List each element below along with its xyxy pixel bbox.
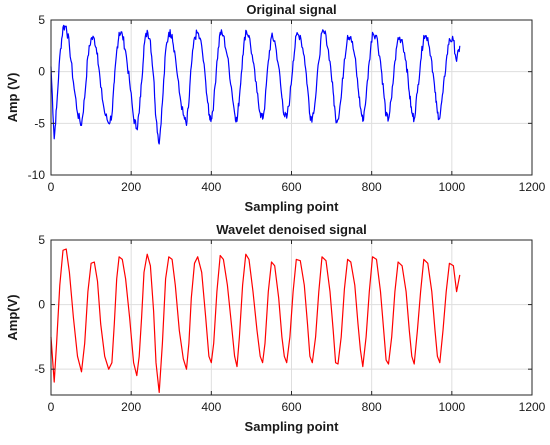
x-tick-label: 0 bbox=[48, 180, 55, 194]
x-axis-label: Sampling point bbox=[245, 419, 340, 434]
y-tick-label: 5 bbox=[38, 233, 45, 247]
y-tick-label: 0 bbox=[38, 65, 45, 79]
x-tick-label: 600 bbox=[281, 180, 301, 194]
y-tick-label: -5 bbox=[34, 362, 45, 376]
x-axis-label: Sampling point bbox=[245, 199, 340, 214]
x-tick-label: 600 bbox=[281, 400, 301, 414]
x-tick-label: 800 bbox=[362, 400, 382, 414]
x-tick-label: 0 bbox=[48, 400, 55, 414]
x-tick-label: 400 bbox=[201, 400, 221, 414]
x-tick-label: 1200 bbox=[519, 400, 546, 414]
x-tick-label: 800 bbox=[362, 180, 382, 194]
x-tick-label: 1000 bbox=[438, 180, 465, 194]
x-tick-label: 200 bbox=[121, 400, 141, 414]
x-tick-label: 1000 bbox=[438, 400, 465, 414]
chart-title: Wavelet denoised signal bbox=[216, 222, 367, 237]
x-tick-label: 200 bbox=[121, 180, 141, 194]
y-tick-label: -10 bbox=[28, 168, 46, 182]
y-axis-label: Amp(V) bbox=[5, 294, 20, 340]
y-axis-label: Amp (V) bbox=[5, 73, 20, 123]
denoised-signal-line bbox=[50, 248, 461, 393]
original-signal-line bbox=[50, 24, 461, 145]
x-tick-label: 400 bbox=[201, 180, 221, 194]
y-tick-label: 0 bbox=[38, 298, 45, 312]
chart-title: Original signal bbox=[246, 2, 336, 17]
y-tick-label: -5 bbox=[34, 116, 45, 130]
y-tick-label: 5 bbox=[38, 13, 45, 27]
x-tick-label: 1200 bbox=[519, 180, 546, 194]
